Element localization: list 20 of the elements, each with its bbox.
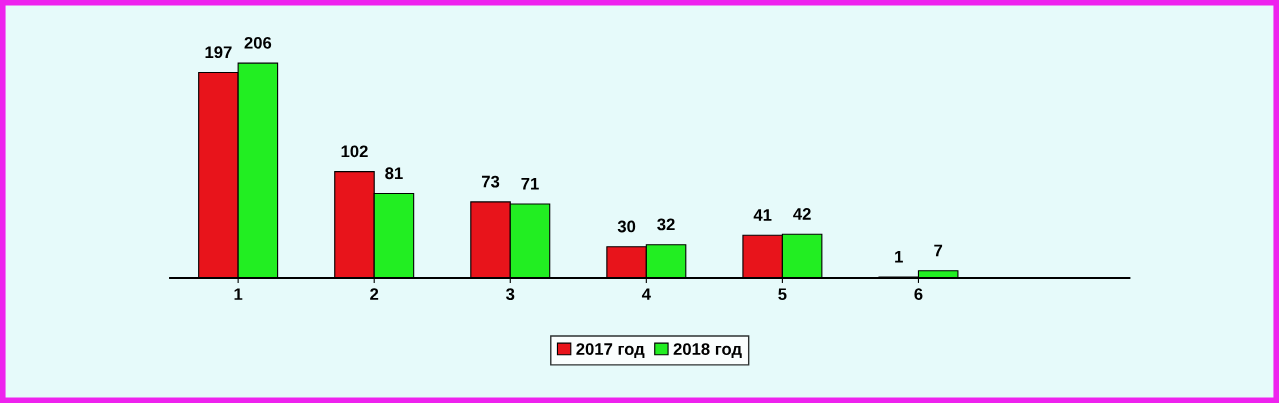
data-label: 42: [793, 208, 811, 220]
data-label: 73: [481, 175, 500, 188]
data-label: 1: [895, 250, 903, 263]
x-tick-label: 2: [370, 288, 379, 300]
data-label: 41: [753, 209, 772, 221]
x-tick-label: 4: [641, 288, 651, 300]
legend-label: 2018 год: [673, 343, 742, 359]
data-label: 32: [657, 218, 675, 231]
x-tick-label: 5: [778, 288, 787, 301]
data-label: 71: [521, 177, 539, 190]
data-label: 197: [205, 46, 232, 59]
x-tick-label: 6: [914, 288, 923, 301]
data-label: 30: [617, 220, 636, 233]
data-label: 102: [341, 145, 368, 158]
x-tick-label: 1: [234, 288, 243, 300]
data-label: 206: [244, 36, 272, 49]
data-label: 7: [934, 244, 943, 257]
legend-label: 2017 год: [576, 343, 645, 359]
x-tick-label: 3: [506, 288, 515, 301]
data-label: 81: [385, 167, 403, 180]
